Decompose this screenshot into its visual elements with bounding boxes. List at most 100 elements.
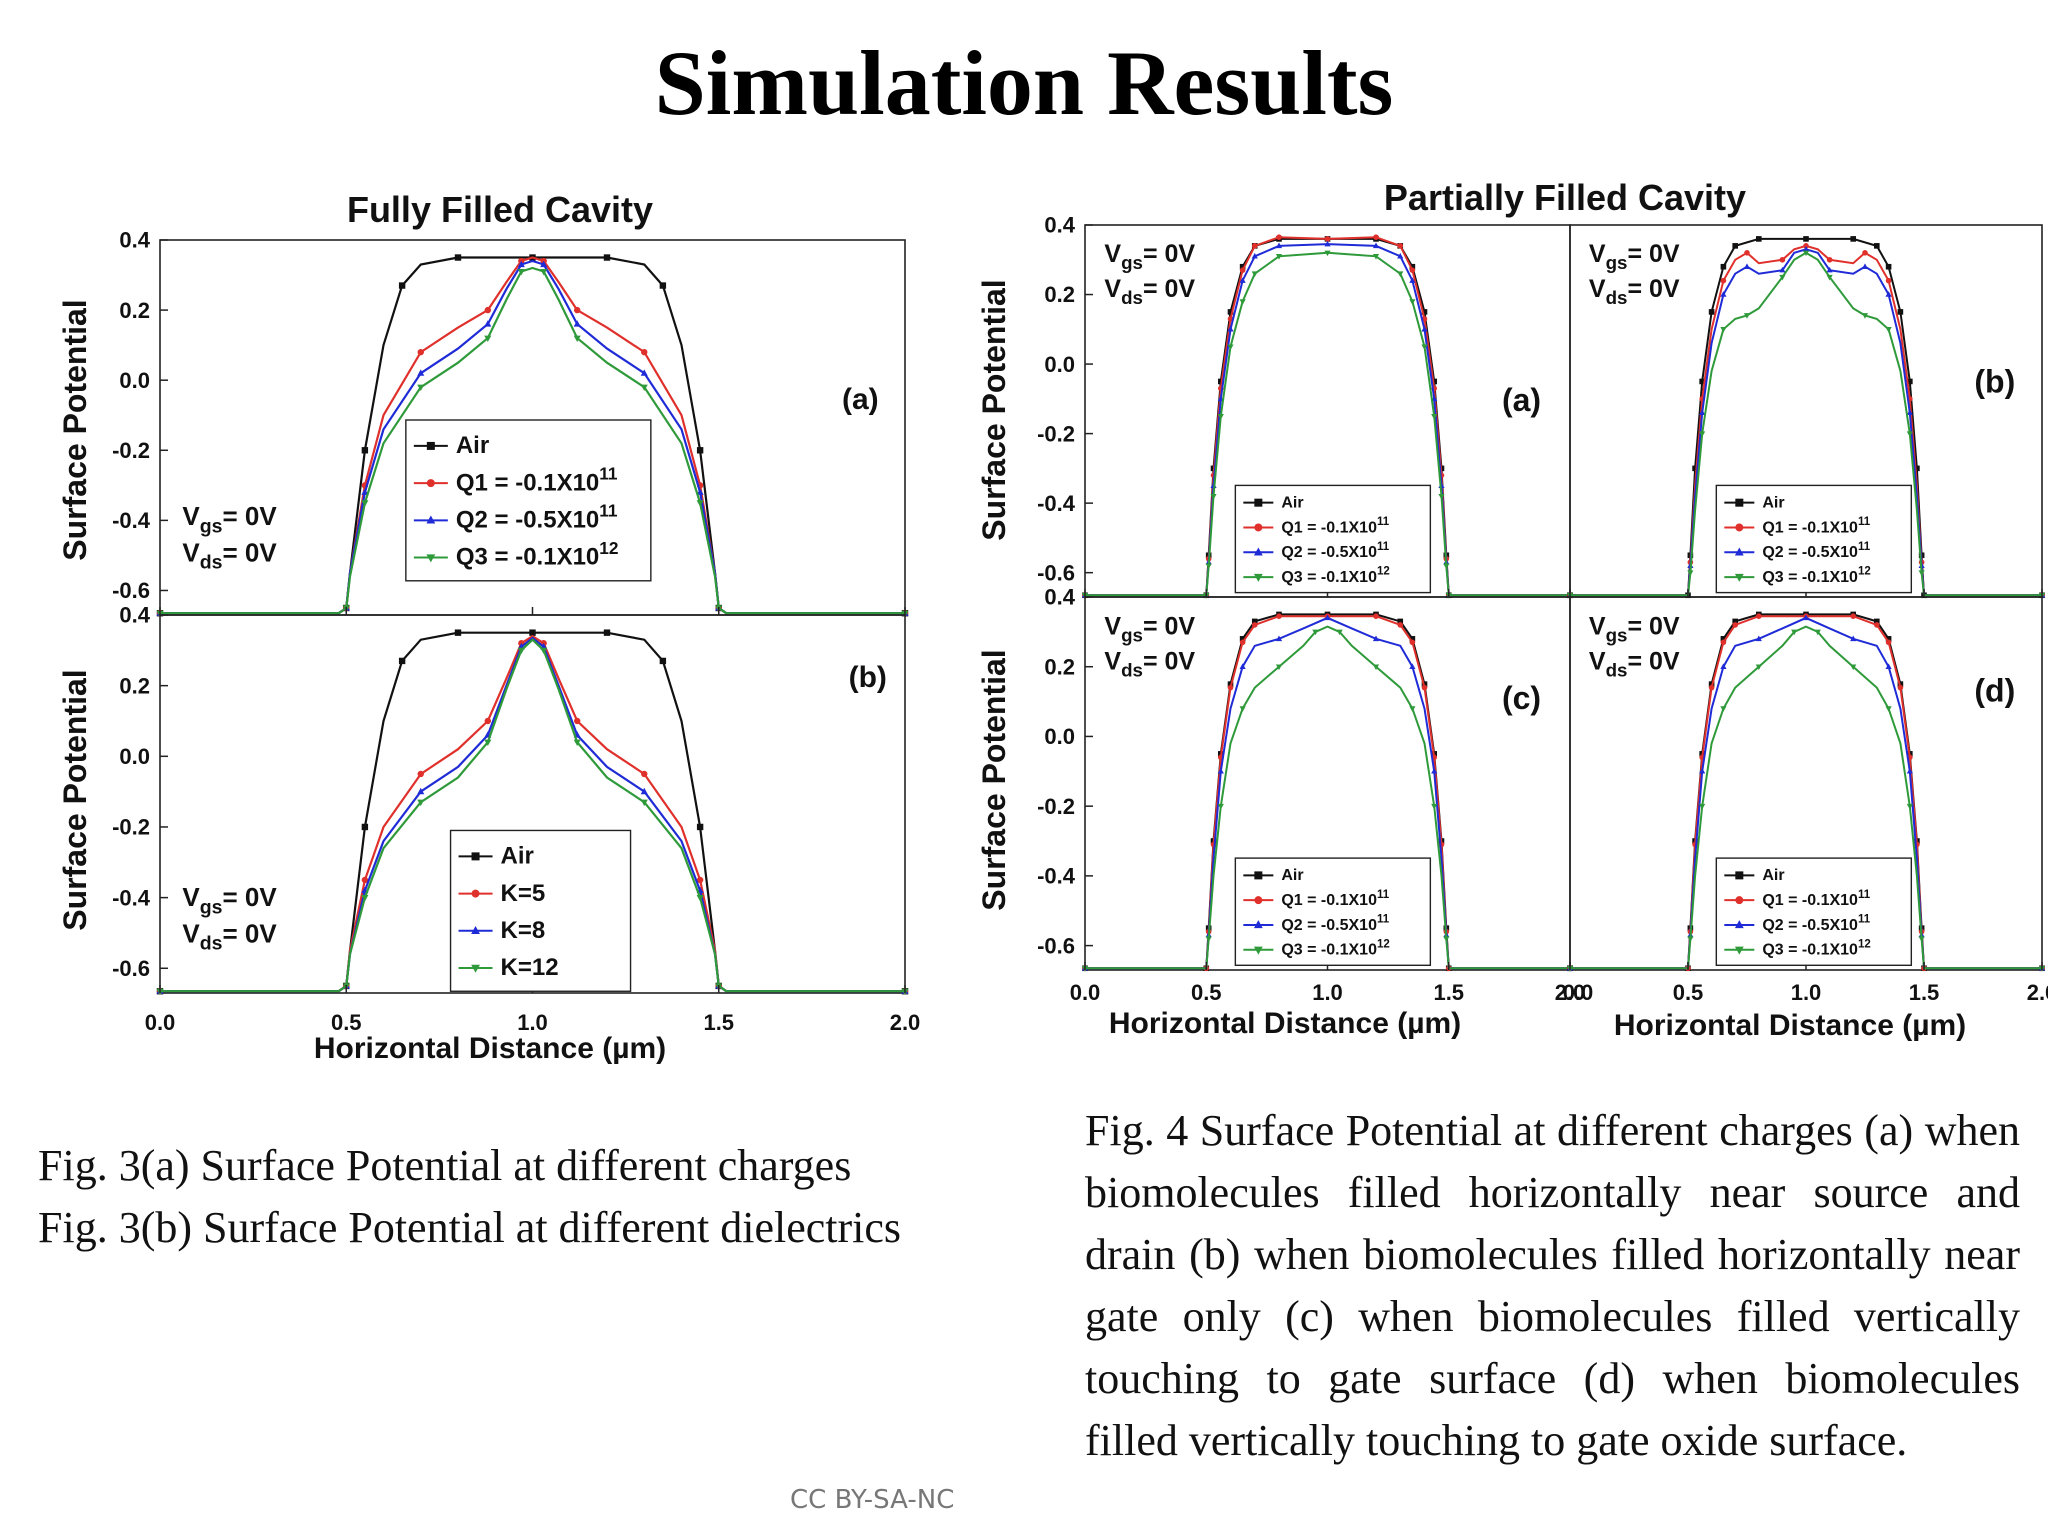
condition-label: Vgs= 0V bbox=[1589, 612, 1680, 645]
series-point bbox=[1692, 465, 1698, 472]
series-point bbox=[1861, 313, 1869, 319]
series-point bbox=[1373, 613, 1379, 619]
legend-label: Air bbox=[1281, 494, 1303, 511]
series-point bbox=[1409, 639, 1416, 646]
legend-label: Air bbox=[456, 432, 489, 459]
series-point bbox=[1720, 706, 1727, 712]
panel-label: (b) bbox=[1974, 363, 2015, 399]
series-point bbox=[696, 895, 704, 902]
series-point bbox=[1324, 614, 1331, 621]
series-point bbox=[1210, 493, 1217, 500]
panel-label: (c) bbox=[1502, 680, 1541, 716]
series-line bbox=[160, 638, 905, 993]
x-tick-label: 2.0 bbox=[890, 1010, 921, 1035]
series-point bbox=[1897, 309, 1904, 315]
legend-marker bbox=[1253, 946, 1263, 955]
series-point bbox=[641, 348, 648, 356]
series-point bbox=[1443, 563, 1450, 570]
series-point bbox=[1874, 618, 1880, 625]
series-point bbox=[417, 787, 425, 795]
series-point bbox=[1791, 629, 1798, 636]
fig4-xlabel: Horizontal Distance (µm) bbox=[1109, 1007, 1461, 1040]
panel-label: (a) bbox=[1502, 382, 1541, 418]
y-tick-label: -0.2 bbox=[112, 815, 150, 840]
series-point bbox=[1431, 803, 1438, 810]
series-point bbox=[1312, 629, 1319, 636]
legend-marker bbox=[471, 852, 480, 861]
series-point bbox=[1850, 664, 1857, 671]
legend-marker bbox=[426, 515, 436, 524]
series-point bbox=[1687, 936, 1694, 942]
series-point bbox=[1239, 299, 1246, 305]
fig4-xlabel: Horizontal Distance (µm) bbox=[1614, 1009, 1966, 1042]
series-point bbox=[1699, 767, 1706, 774]
series-point bbox=[1251, 243, 1258, 249]
series-point bbox=[529, 629, 536, 636]
series-point bbox=[1239, 267, 1246, 273]
series-point bbox=[1397, 271, 1404, 278]
series-point bbox=[1372, 254, 1380, 260]
legend-marker bbox=[1254, 498, 1263, 507]
condition-label: Vgs= 0V bbox=[1104, 612, 1195, 645]
series-point bbox=[573, 739, 581, 747]
legend-marker bbox=[1253, 920, 1263, 929]
condition-label: Vgs= 0V bbox=[1589, 240, 1680, 273]
y-tick-label: -0.6 bbox=[1037, 560, 1075, 585]
fig3-ylabel: Surface Potential bbox=[57, 669, 93, 930]
series-point bbox=[1897, 684, 1904, 691]
y-tick-label: -0.4 bbox=[1037, 864, 1076, 889]
series-point bbox=[1409, 277, 1416, 283]
series-point bbox=[1885, 327, 1892, 333]
legend-label: Q3 = -0.1X1012 bbox=[1762, 566, 1870, 586]
legend-label: Q2 = -0.5X1011 bbox=[1762, 914, 1870, 934]
condition-label: Vgs= 0V bbox=[1104, 240, 1195, 273]
series-point bbox=[1803, 243, 1809, 249]
series-point bbox=[1227, 325, 1234, 332]
series-point bbox=[1431, 767, 1438, 774]
legend-marker bbox=[426, 554, 436, 563]
series-point bbox=[484, 306, 491, 314]
series-point bbox=[1850, 635, 1857, 642]
series-point bbox=[1699, 409, 1706, 415]
series-point bbox=[1373, 234, 1379, 240]
series-point bbox=[573, 335, 581, 342]
series-point bbox=[1397, 618, 1404, 625]
series-point bbox=[1850, 613, 1856, 619]
series-point bbox=[454, 254, 462, 261]
series-point bbox=[361, 500, 369, 507]
x-tick-label: 1.5 bbox=[1909, 980, 1940, 1005]
series-point bbox=[540, 260, 548, 268]
series-point bbox=[1397, 252, 1404, 259]
series-point bbox=[484, 739, 492, 747]
series-point bbox=[1699, 378, 1705, 385]
legend-label: Q3 = -0.1X1012 bbox=[456, 538, 619, 571]
x-tick-label: 1.0 bbox=[1312, 980, 1343, 1005]
series-point bbox=[1802, 614, 1810, 621]
series-line bbox=[160, 634, 905, 993]
condition-label: Vgs= 0V bbox=[182, 882, 277, 918]
legend-marker bbox=[426, 479, 435, 488]
legend-label: Air bbox=[1762, 867, 1784, 884]
series-point bbox=[1755, 635, 1762, 642]
x-tick-label: 1.5 bbox=[1433, 980, 1464, 1005]
series-point bbox=[1720, 291, 1727, 297]
series-point bbox=[1826, 256, 1833, 263]
series-point bbox=[640, 799, 648, 807]
y-tick-label: -0.2 bbox=[1037, 794, 1075, 819]
series-point bbox=[1409, 706, 1416, 712]
series-point bbox=[1336, 629, 1343, 636]
series-point bbox=[1906, 803, 1913, 810]
series-point bbox=[1409, 263, 1416, 270]
series-point bbox=[1275, 664, 1283, 671]
series-point bbox=[696, 823, 704, 831]
legend-marker bbox=[471, 889, 480, 898]
legend-label: Q2 = -0.5X1011 bbox=[1762, 541, 1870, 561]
series-point bbox=[574, 306, 581, 314]
fig3-ylabel: Surface Potential bbox=[57, 299, 93, 560]
y-tick-label: -0.6 bbox=[112, 578, 150, 603]
legend-label: Q1 = -0.1X1011 bbox=[1762, 516, 1870, 536]
legend-label: K=12 bbox=[501, 954, 559, 981]
series-point bbox=[696, 876, 704, 884]
panel-label: (b) bbox=[849, 661, 887, 694]
